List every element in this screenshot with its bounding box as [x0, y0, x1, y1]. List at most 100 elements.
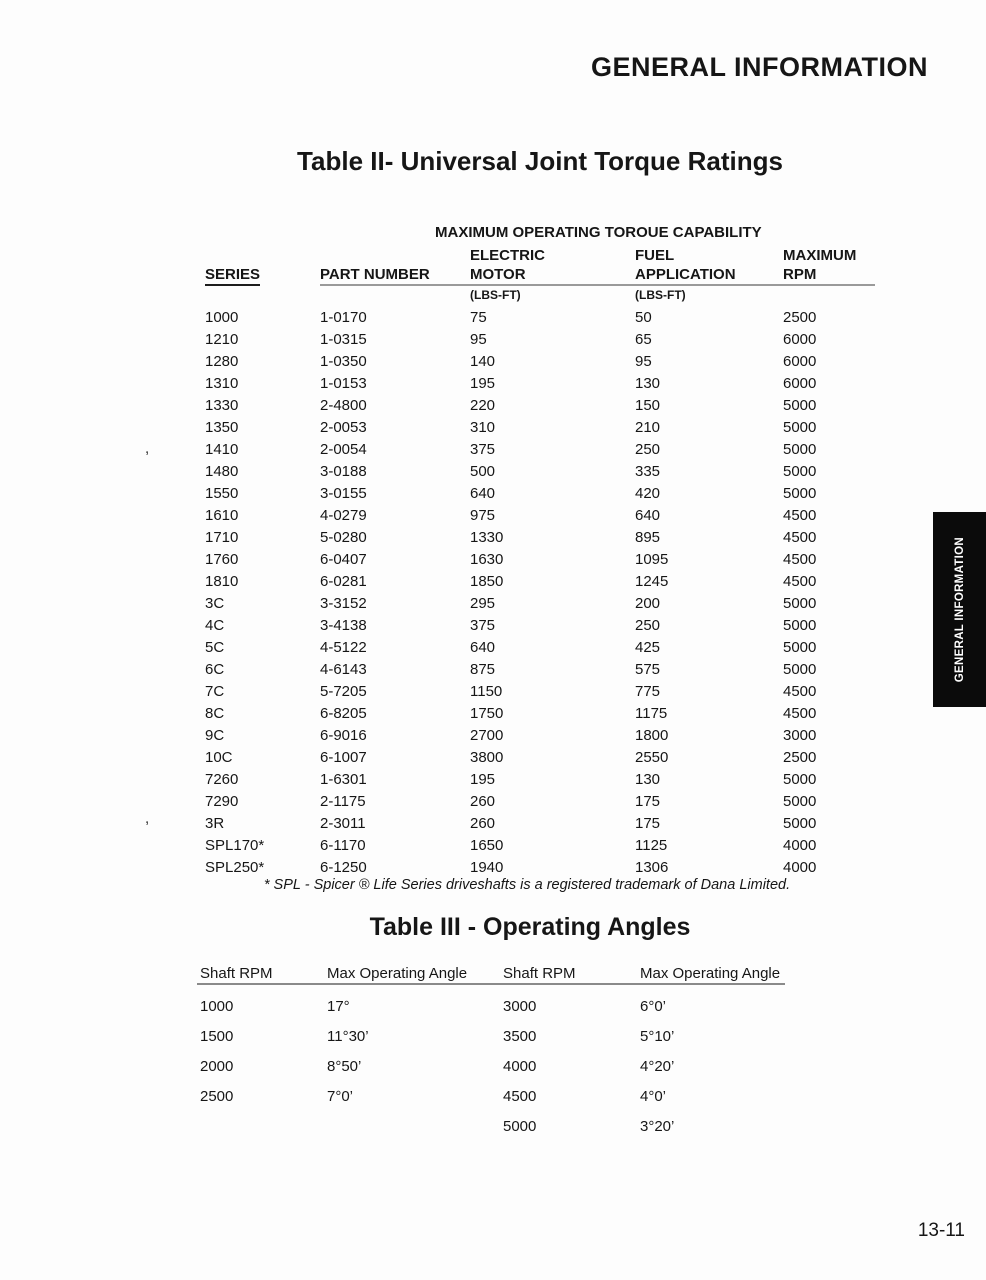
- cell-series: 7260: [205, 770, 239, 788]
- table-row: 4C 3-4138 375 250 5000: [205, 614, 877, 636]
- cell-fuel-application: 130: [635, 770, 661, 788]
- table-row: 1710 5-0280 1330 895 4500: [205, 526, 877, 548]
- cell-series: 1550: [205, 484, 239, 502]
- table2-header-motor: MOTOR: [470, 266, 526, 286]
- table3-header-shaft-rpm-2: Shaft RPM: [503, 965, 576, 982]
- cell-part-number: 1-0170: [320, 308, 367, 326]
- cell-series: 1760: [205, 550, 239, 568]
- table-row: 8C 6-8205 1750 1175 4500: [205, 702, 877, 724]
- cell-part-number: 2-0053: [320, 418, 367, 436]
- cell-max-angle-2: 6°0’: [640, 998, 667, 1016]
- table2-body: 1000 1-0170 75 50 2500 1210 1-0315 95 65…: [205, 306, 877, 878]
- cell-maximum-rpm: 2500: [783, 748, 817, 766]
- cell-part-number: 2-3011: [320, 814, 366, 832]
- cell-part-number: 2-1175: [320, 792, 366, 810]
- cell-part-number: 6-9016: [320, 726, 367, 744]
- cell-shaft-rpm-1: 2500: [200, 1087, 234, 1105]
- table-row: 1310 1-0153 195 130 6000: [205, 372, 877, 394]
- cell-series: 1480: [205, 462, 239, 480]
- cell-maximum-rpm: 5000: [783, 462, 817, 480]
- cell-electric-motor: 1850: [470, 572, 504, 590]
- cell-fuel-application: 1800: [635, 726, 669, 744]
- cell-fuel-application: 1095: [635, 550, 669, 568]
- table3-body: 1000 17° 3000 6°0’ 1500 11°30’ 3500 5°10…: [200, 992, 800, 1141]
- cell-part-number: 1-0350: [320, 352, 367, 370]
- cell-fuel-application: 175: [635, 814, 661, 832]
- margin-scan-mark: ,: [145, 440, 150, 457]
- cell-part-number: 6-1007: [320, 748, 367, 766]
- cell-fuel-application: 95: [635, 352, 652, 370]
- cell-part-number: 3-0155: [320, 484, 367, 502]
- table-row: 2000 8°50’ 4000 4°20’: [200, 1052, 800, 1082]
- cell-electric-motor: 500: [470, 462, 496, 480]
- cell-max-angle-1: 11°30’: [327, 1028, 369, 1046]
- cell-fuel-application: 50: [635, 308, 652, 326]
- cell-electric-motor: 95: [470, 330, 487, 348]
- table-row: 1210 1-0315 95 65 6000: [205, 328, 877, 350]
- cell-electric-motor: 260: [470, 792, 496, 810]
- cell-part-number: 4-5122: [320, 638, 367, 656]
- cell-fuel-application: 420: [635, 484, 661, 502]
- cell-shaft-rpm-2: 4500: [503, 1087, 537, 1105]
- cell-max-angle-1: 8°50’: [327, 1057, 362, 1075]
- side-tab-label: GENERAL INFORMATION: [953, 536, 966, 683]
- cell-part-number: 1-6301: [320, 770, 367, 788]
- table2-title: Table II- Universal Joint Torque Ratings: [297, 146, 783, 176]
- table2-header-part-number: PART NUMBER: [320, 266, 430, 286]
- cell-maximum-rpm: 6000: [783, 374, 817, 392]
- cell-shaft-rpm-2: 4000: [503, 1057, 537, 1075]
- cell-fuel-application: 575: [635, 660, 661, 678]
- cell-shaft-rpm-2: 5000: [503, 1117, 537, 1135]
- cell-fuel-application: 640: [635, 506, 661, 524]
- cell-fuel-application: 895: [635, 528, 661, 546]
- cell-part-number: 3-3152: [320, 594, 367, 612]
- table2-units-fuel: (LBS-FT): [635, 288, 686, 302]
- cell-maximum-rpm: 4500: [783, 572, 817, 590]
- cell-electric-motor: 140: [470, 352, 496, 370]
- cell-max-angle-2: 4°0’: [640, 1087, 667, 1105]
- cell-shaft-rpm-1: 1500: [200, 1028, 234, 1046]
- cell-electric-motor: 1630: [470, 550, 504, 568]
- section-side-tab: GENERAL INFORMATION: [933, 512, 986, 707]
- table-row: 1760 6-0407 1630 1095 4500: [205, 548, 877, 570]
- table-row: 5000 3°20’: [200, 1111, 800, 1141]
- table3-header-max-angle-1: Max Operating Angle: [327, 965, 468, 982]
- cell-series: 1610: [205, 506, 239, 524]
- cell-part-number: 2-0054: [320, 440, 367, 458]
- cell-electric-motor: 195: [470, 374, 496, 392]
- cell-maximum-rpm: 4000: [783, 858, 817, 876]
- cell-electric-motor: 295: [470, 594, 496, 612]
- cell-fuel-application: 200: [635, 594, 661, 612]
- cell-part-number: 4-6143: [320, 660, 367, 678]
- cell-series: 6C: [205, 660, 225, 678]
- table-row: 6C 4-6143 875 575 5000: [205, 658, 877, 680]
- cell-part-number: 3-0188: [320, 462, 367, 480]
- cell-electric-motor: 375: [470, 616, 496, 634]
- cell-maximum-rpm: 6000: [783, 352, 817, 370]
- cell-maximum-rpm: 4000: [783, 836, 817, 854]
- table-row: 1500 11°30’ 3500 5°10’: [200, 1022, 800, 1052]
- table-row: 7C 5-7205 1150 775 4500: [205, 680, 877, 702]
- table3-title: Table III - Operating Angles: [369, 913, 691, 941]
- cell-fuel-application: 250: [635, 440, 661, 458]
- table2-header-maximum: MAXIMUM: [783, 247, 857, 264]
- cell-part-number: 6-0407: [320, 550, 367, 568]
- cell-series: SPL250*: [205, 858, 265, 876]
- cell-series: SPL170*: [205, 836, 265, 854]
- margin-scan-mark: ,: [145, 810, 150, 827]
- cell-electric-motor: 1940: [470, 858, 504, 876]
- cell-electric-motor: 640: [470, 638, 496, 656]
- table-row: 1000 17° 3000 6°0’: [200, 992, 800, 1022]
- cell-maximum-rpm: 4500: [783, 506, 817, 524]
- cell-part-number: 1-0315: [320, 330, 367, 348]
- table-row: 3R 2-3011 260 175 5000: [205, 812, 877, 834]
- cell-maximum-rpm: 5000: [783, 770, 817, 788]
- cell-maximum-rpm: 5000: [783, 792, 817, 810]
- table-row: 1350 2-0053 310 210 5000: [205, 416, 877, 438]
- cell-maximum-rpm: 3000: [783, 726, 817, 744]
- cell-maximum-rpm: 5000: [783, 418, 817, 436]
- cell-fuel-application: 425: [635, 638, 661, 656]
- cell-electric-motor: 1150: [470, 682, 503, 700]
- table-row: 7260 1-6301 195 130 5000: [205, 768, 877, 790]
